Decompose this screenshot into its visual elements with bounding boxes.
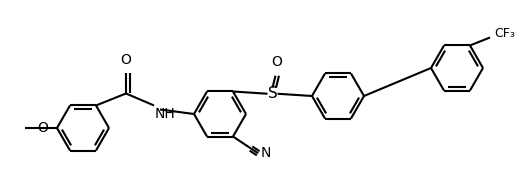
Text: NH: NH [155,107,176,121]
Text: CF₃: CF₃ [494,27,515,40]
Text: O: O [120,54,131,68]
Text: N: N [260,146,271,160]
Text: S: S [268,86,277,101]
Text: O: O [271,55,282,69]
Text: O: O [38,121,48,135]
